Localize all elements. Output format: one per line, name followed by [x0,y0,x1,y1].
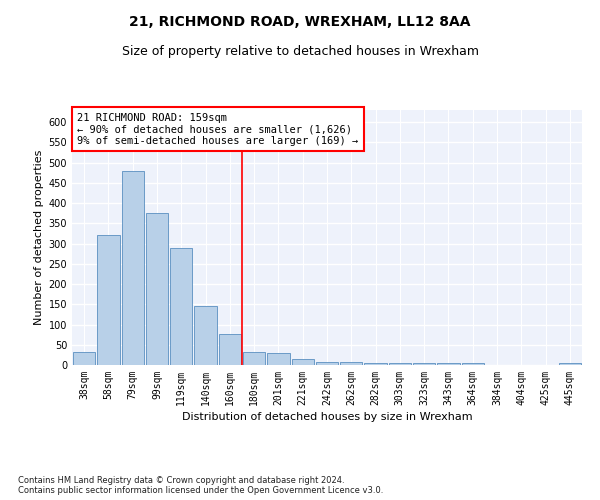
Bar [292,358,314,365]
Bar [122,170,144,365]
Bar [97,236,119,365]
Bar [461,363,484,365]
Bar [146,213,168,365]
Bar [340,362,362,365]
Bar [559,362,581,365]
Bar [73,352,95,365]
Bar [194,306,217,365]
Text: Contains HM Land Registry data © Crown copyright and database right 2024.
Contai: Contains HM Land Registry data © Crown c… [18,476,383,495]
X-axis label: Distribution of detached houses by size in Wrexham: Distribution of detached houses by size … [182,412,472,422]
Bar [389,363,411,365]
Bar [267,353,290,365]
Text: 21, RICHMOND ROAD, WREXHAM, LL12 8AA: 21, RICHMOND ROAD, WREXHAM, LL12 8AA [129,15,471,29]
Y-axis label: Number of detached properties: Number of detached properties [34,150,44,325]
Bar [316,362,338,365]
Bar [218,334,241,365]
Bar [413,363,436,365]
Bar [437,363,460,365]
Bar [170,248,193,365]
Text: Size of property relative to detached houses in Wrexham: Size of property relative to detached ho… [121,45,479,58]
Bar [364,363,387,365]
Text: 21 RICHMOND ROAD: 159sqm
← 90% of detached houses are smaller (1,626)
9% of semi: 21 RICHMOND ROAD: 159sqm ← 90% of detach… [77,112,358,146]
Bar [243,352,265,365]
